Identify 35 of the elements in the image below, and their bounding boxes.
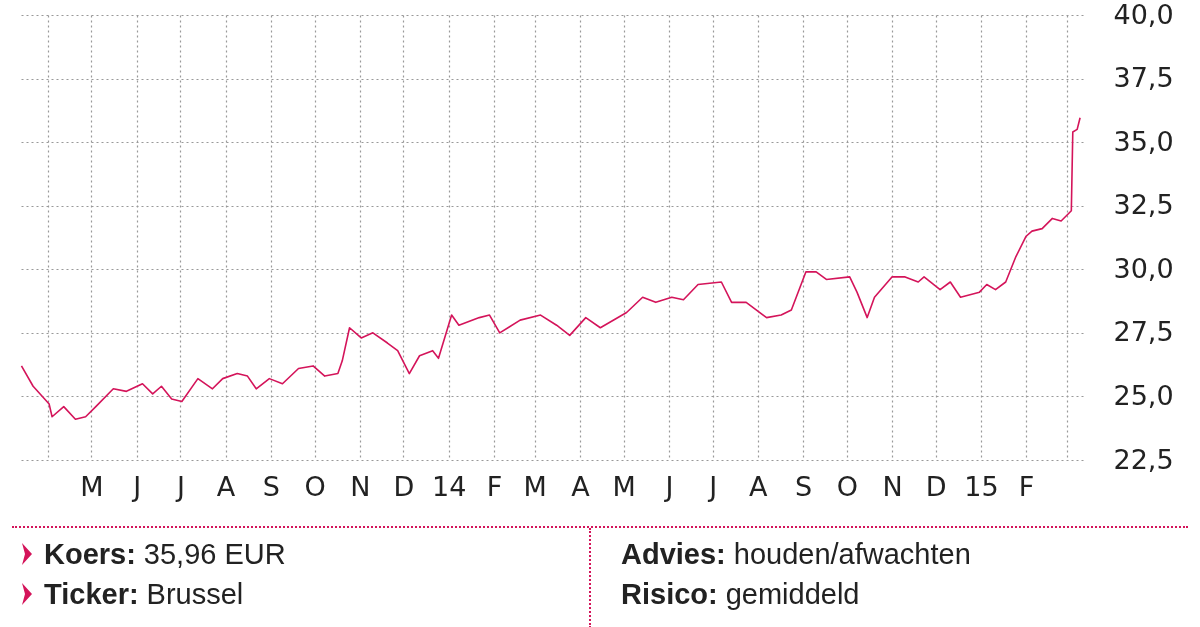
x-tick-label: S [794, 470, 813, 502]
x-tick-label: O [836, 470, 858, 502]
y-tick-label: 27,5 [1113, 316, 1174, 348]
x-tick-label: N [882, 470, 903, 502]
x-tick-label: 14 [432, 470, 467, 502]
x-tick-label: F [486, 470, 503, 502]
y-tick-label: 30,0 [1113, 252, 1174, 284]
text: Risico: gemiddeld [621, 577, 861, 612]
y-tick-label: 32,5 [1113, 189, 1174, 221]
y-tick-label: 22,5 [1113, 443, 1174, 475]
y-tick-label: 37,5 [1113, 62, 1174, 94]
x-tick-label: M [80, 470, 104, 502]
x-tick-label: O [304, 470, 326, 502]
text: Koers: 35,96 EUR [43, 537, 287, 572]
x-tick-label: J [174, 470, 185, 502]
y-tick-label: 35,0 [1113, 125, 1174, 157]
y-tick-label: 40,0 [1113, 0, 1174, 30]
x-tick-label: A [216, 470, 236, 502]
line-series [20, 116, 1081, 421]
x-tick-label: M [612, 470, 636, 502]
x-tick-label: N [350, 470, 371, 502]
x-tick-label: J [707, 470, 718, 502]
x-tick-label: J [131, 470, 142, 502]
x-tick-label: D [925, 470, 947, 502]
x-tick-label: M [523, 470, 547, 502]
x-tick-label: J [663, 470, 674, 502]
x-tick-label: D [393, 470, 415, 502]
x-tick-label: A [749, 470, 769, 502]
x-tick-label: S [262, 470, 280, 502]
text: Ticker: Brussel [43, 577, 245, 612]
x-tick-label: A [571, 470, 591, 502]
x-tick-label: F [1018, 470, 1035, 502]
x-tick-label: 15 [964, 470, 999, 502]
text: Advies: houden/afwachten [621, 537, 972, 572]
y-tick-label: 25,0 [1113, 379, 1174, 411]
